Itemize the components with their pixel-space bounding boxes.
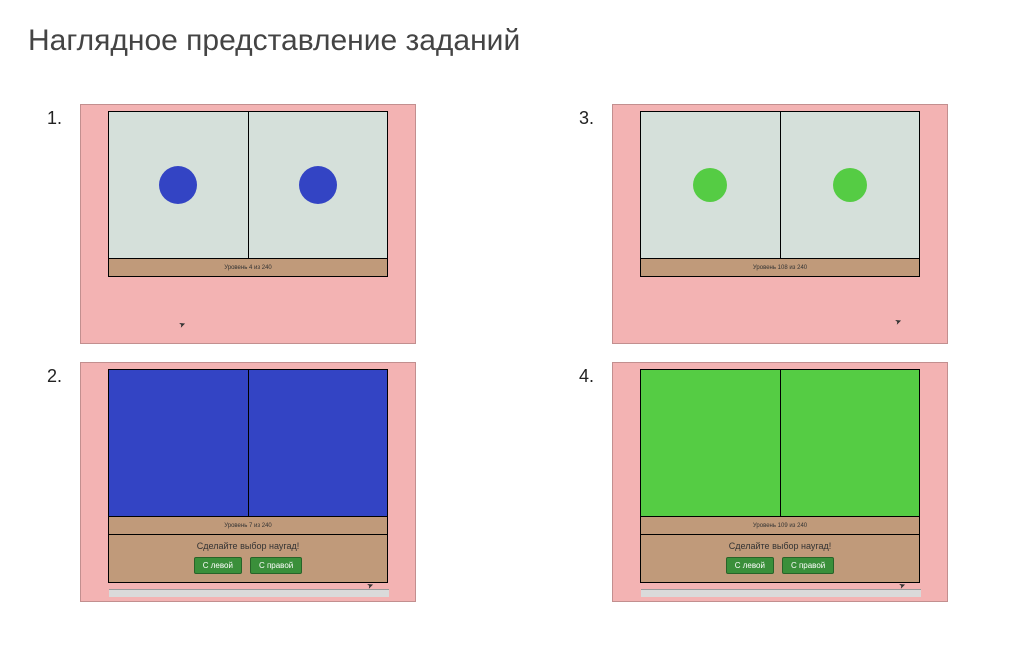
level-bar: Уровень 108 из 240 [640, 259, 920, 277]
cursor-icon: ➤ [178, 319, 187, 330]
prompt-text: Сделайте выбор наугад! [729, 541, 831, 551]
right-circle [299, 166, 337, 204]
choose-left-button[interactable]: С левой [194, 557, 242, 574]
left-half[interactable] [641, 112, 780, 258]
level-bar: Уровень 7 из 240 [108, 517, 388, 535]
level-bar: Уровень 4 из 240 [108, 259, 388, 277]
slide-title: Наглядное представление заданий [28, 24, 520, 58]
panel-number: 3. [572, 104, 594, 129]
choose-left-button[interactable]: С левой [726, 557, 774, 574]
left-circle [693, 168, 727, 202]
button-row: С левой С правой [194, 557, 303, 574]
play-area [108, 111, 388, 259]
right-circle [833, 168, 867, 202]
left-half[interactable] [109, 112, 248, 258]
left-half[interactable] [641, 370, 780, 516]
level-text: Уровень 109 из 240 [753, 523, 807, 529]
right-half[interactable] [780, 370, 920, 516]
panel-1: 1. Уровень 4 из 240 ➤ [40, 104, 452, 344]
play-area [640, 369, 920, 517]
level-text: Уровень 4 из 240 [224, 265, 272, 271]
level-text: Уровень 7 из 240 [224, 523, 272, 529]
choose-right-button[interactable]: С правой [782, 557, 834, 574]
task-thumbnail: Уровень 4 из 240 ➤ [80, 104, 416, 344]
left-half[interactable] [109, 370, 248, 516]
bottom-slider[interactable] [641, 589, 921, 597]
choose-right-button[interactable]: С правой [250, 557, 302, 574]
task-thumbnail: Уровень 108 из 240 ➤ [612, 104, 948, 344]
panel-grid: 1. Уровень 4 из 240 ➤ 3. [0, 104, 1024, 602]
task-thumbnail: Уровень 109 из 240 Сделайте выбор наугад… [612, 362, 948, 602]
left-circle [159, 166, 197, 204]
level-bar: Уровень 109 из 240 [640, 517, 920, 535]
right-half[interactable] [248, 370, 388, 516]
level-text: Уровень 108 из 240 [753, 265, 807, 271]
play-area [640, 111, 920, 259]
bottom-slider[interactable] [109, 589, 389, 597]
panel-3: 3. Уровень 108 из 240 ➤ [572, 104, 984, 344]
panel-number: 2. [40, 362, 62, 387]
task-thumbnail: Уровень 7 из 240 Сделайте выбор наугад! … [80, 362, 416, 602]
play-area [108, 369, 388, 517]
prompt-area: Сделайте выбор наугад! С левой С правой [640, 535, 920, 583]
panel-2: 2. Уровень 7 из 240 Сделайте выбор науга… [40, 362, 452, 602]
panel-4: 4. Уровень 109 из 240 Сделайте выбор нау… [572, 362, 984, 602]
prompt-text: Сделайте выбор наугад! [197, 541, 299, 551]
panel-number: 1. [40, 104, 62, 129]
cursor-icon: ➤ [894, 316, 903, 327]
panel-number: 4. [572, 362, 594, 387]
right-half[interactable] [780, 112, 920, 258]
button-row: С левой С правой [726, 557, 835, 574]
prompt-area: Сделайте выбор наугад! С левой С правой [108, 535, 388, 583]
right-half[interactable] [248, 112, 388, 258]
